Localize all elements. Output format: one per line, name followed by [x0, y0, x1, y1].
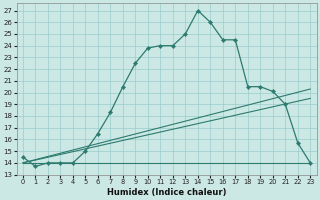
X-axis label: Humidex (Indice chaleur): Humidex (Indice chaleur)	[107, 188, 226, 197]
